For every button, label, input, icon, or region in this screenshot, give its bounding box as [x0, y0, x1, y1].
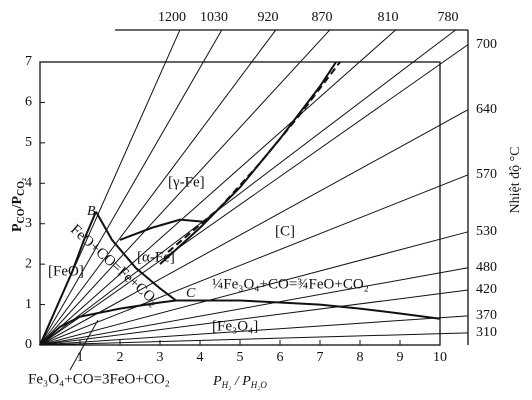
isotherm-label: 530	[476, 224, 497, 239]
isotherm-label: 480	[476, 260, 497, 275]
boundary-curve	[176, 299, 441, 320]
isotherm	[39, 29, 457, 346]
isotherm-label: 640	[476, 102, 497, 117]
boundary-curve	[119, 218, 205, 241]
x-tick-label: 9	[397, 350, 404, 365]
y-tick-label: 7	[25, 54, 32, 69]
x-tick-label: 4	[197, 350, 204, 365]
y2-axis-title: Nhiệt độ °C	[508, 146, 523, 213]
isotherm-label: 1030	[200, 10, 228, 25]
isotherm-label: 420	[476, 282, 497, 297]
x-tick-label: 2	[117, 350, 124, 365]
boundary-curve	[39, 299, 177, 346]
y-title-part: CO₂	[16, 178, 27, 196]
x-tick-label: 8	[357, 350, 364, 365]
y-title-part: CO	[16, 208, 27, 223]
reaction-label: ¼Fe₃O₄+CO=¾FeO+CO₂	[212, 276, 369, 292]
region-label: [C]	[275, 223, 295, 239]
x-tick-label: 1	[77, 350, 84, 365]
x-title-part: P	[212, 374, 222, 389]
y-tick-label: 3	[25, 216, 32, 231]
boundary-curve	[95, 211, 177, 302]
region-label: [γ-Fe]	[168, 174, 205, 190]
isotherm	[39, 29, 223, 346]
pointer	[69, 319, 99, 371]
boundary-curve	[159, 61, 337, 265]
isotherm-label: 780	[438, 10, 459, 25]
y-tick-label: 2	[25, 256, 32, 271]
point-label: B	[87, 204, 96, 219]
y-axis-title: PCO/PCO₂	[10, 178, 27, 232]
isotherm	[39, 109, 469, 346]
isotherm	[39, 29, 397, 346]
y-title-part: P	[10, 223, 25, 232]
isotherm-label: 700	[476, 37, 497, 52]
isotherm-label: 310	[476, 325, 497, 340]
x-tick-label: 3	[157, 350, 164, 365]
y-tick-label: 1	[25, 297, 32, 312]
y-tick-label: 0	[25, 337, 32, 352]
isotherm-label: 570	[476, 167, 497, 182]
isotherm	[39, 29, 277, 346]
y-title-part: /P	[10, 196, 25, 210]
isotherm-label: 920	[258, 10, 279, 25]
x-title-part: / P	[231, 374, 251, 389]
isotherm	[39, 267, 469, 346]
x-axis-title: PH₂ / PH₂O	[212, 374, 267, 390]
isotherm-label: 810	[378, 10, 399, 25]
isotherm	[39, 231, 469, 346]
x-tick-label: 10	[433, 350, 447, 365]
isotherm	[39, 29, 331, 346]
y-tick-label: 4	[25, 176, 32, 191]
region-label: [FeO]	[48, 263, 84, 279]
isotherm	[39, 174, 469, 346]
isotherm-label: 370	[476, 308, 497, 323]
isotherm	[39, 332, 469, 346]
y-tick-label: 6	[25, 95, 32, 110]
x-title-part: H₂O	[250, 380, 268, 390]
isotherm	[39, 315, 469, 346]
isotherm-label: 870	[312, 10, 333, 25]
y-tick-label: 5	[25, 135, 32, 150]
boundary-curve	[39, 211, 97, 346]
isotherm	[39, 289, 469, 346]
region-label: [Fe₃O₄]	[212, 318, 258, 334]
boundary-curve	[167, 61, 341, 253]
x-tick-label: 5	[237, 350, 244, 365]
reaction-label: Fe₃O₄+CO=3FeO+CO₂	[28, 371, 170, 387]
x-tick-label: 7	[317, 350, 324, 365]
isotherm-label: 1200	[158, 10, 186, 25]
isotherm	[39, 44, 469, 346]
point-label: C	[186, 286, 196, 301]
x-title-part: H₂	[221, 380, 232, 390]
x-tick-label: 6	[277, 350, 284, 365]
